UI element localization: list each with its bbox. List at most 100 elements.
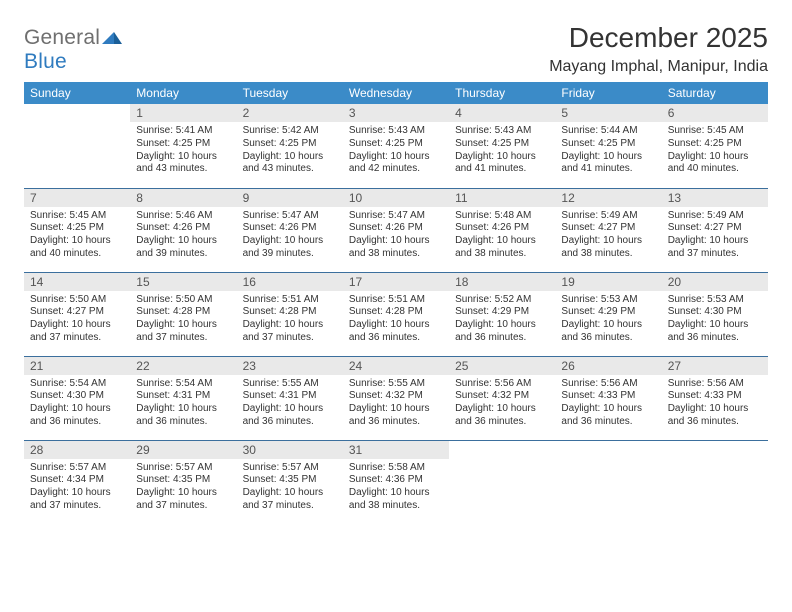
sunset-text: Sunset: 4:33 PM <box>561 390 655 403</box>
day-number: 30 <box>237 441 343 459</box>
calendar-day-cell: 17Sunrise: 5:51 AMSunset: 4:28 PMDayligh… <box>343 272 449 356</box>
logo-text-general: General <box>24 26 100 49</box>
sunrise-text: Sunrise: 5:51 AM <box>349 294 443 307</box>
daylight-text: Daylight: 10 hours and 41 minutes. <box>455 151 549 177</box>
day-number: 21 <box>24 357 130 375</box>
sunset-text: Sunset: 4:26 PM <box>455 222 549 235</box>
sunrise-text: Sunrise: 5:57 AM <box>30 462 124 475</box>
calendar-day-cell: 26Sunrise: 5:56 AMSunset: 4:33 PMDayligh… <box>555 356 661 440</box>
calendar-day-cell: 27Sunrise: 5:56 AMSunset: 4:33 PMDayligh… <box>662 356 768 440</box>
day-number: 4 <box>449 104 555 122</box>
calendar-week-row: 14Sunrise: 5:50 AMSunset: 4:27 PMDayligh… <box>24 272 768 356</box>
calendar-day-cell: 12Sunrise: 5:49 AMSunset: 4:27 PMDayligh… <box>555 188 661 272</box>
calendar-day-cell: 14Sunrise: 5:50 AMSunset: 4:27 PMDayligh… <box>24 272 130 356</box>
day-details: Sunrise: 5:56 AMSunset: 4:33 PMDaylight:… <box>555 375 661 433</box>
sunrise-text: Sunrise: 5:54 AM <box>30 378 124 391</box>
calendar-day-cell: 30Sunrise: 5:57 AMSunset: 4:35 PMDayligh… <box>237 440 343 524</box>
day-details: Sunrise: 5:41 AMSunset: 4:25 PMDaylight:… <box>130 122 236 180</box>
calendar-day-cell: 23Sunrise: 5:55 AMSunset: 4:31 PMDayligh… <box>237 356 343 440</box>
day-details: Sunrise: 5:53 AMSunset: 4:29 PMDaylight:… <box>555 291 661 349</box>
day-details: Sunrise: 5:49 AMSunset: 4:27 PMDaylight:… <box>662 207 768 265</box>
daylight-text: Daylight: 10 hours and 38 minutes. <box>561 235 655 261</box>
daylight-text: Daylight: 10 hours and 37 minutes. <box>243 487 337 513</box>
calendar-day-cell: 18Sunrise: 5:52 AMSunset: 4:29 PMDayligh… <box>449 272 555 356</box>
title-block: December 2025 Mayang Imphal, Manipur, In… <box>549 22 768 76</box>
day-details: Sunrise: 5:56 AMSunset: 4:33 PMDaylight:… <box>662 375 768 433</box>
calendar-day-cell: 16Sunrise: 5:51 AMSunset: 4:28 PMDayligh… <box>237 272 343 356</box>
sunrise-text: Sunrise: 5:53 AM <box>668 294 762 307</box>
calendar-day-cell: 24Sunrise: 5:55 AMSunset: 4:32 PMDayligh… <box>343 356 449 440</box>
weekday-header: Monday <box>130 82 236 104</box>
daylight-text: Daylight: 10 hours and 36 minutes. <box>30 403 124 429</box>
day-number: 14 <box>24 273 130 291</box>
calendar-week-row: 7Sunrise: 5:45 AMSunset: 4:25 PMDaylight… <box>24 188 768 272</box>
calendar-day-cell: 10Sunrise: 5:47 AMSunset: 4:26 PMDayligh… <box>343 188 449 272</box>
weekday-header: Sunday <box>24 82 130 104</box>
logo-text-blue: Blue <box>24 50 67 73</box>
day-details: Sunrise: 5:55 AMSunset: 4:32 PMDaylight:… <box>343 375 449 433</box>
day-details: Sunrise: 5:53 AMSunset: 4:30 PMDaylight:… <box>662 291 768 349</box>
header: General Blue December 2025 Mayang Imphal… <box>24 22 768 76</box>
sunrise-text: Sunrise: 5:55 AM <box>349 378 443 391</box>
day-number: 28 <box>24 441 130 459</box>
calendar-day-cell: . <box>24 104 130 188</box>
day-number: 31 <box>343 441 449 459</box>
sunset-text: Sunset: 4:31 PM <box>136 390 230 403</box>
calendar-day-cell: 31Sunrise: 5:58 AMSunset: 4:36 PMDayligh… <box>343 440 449 524</box>
calendar-day-cell: 4Sunrise: 5:43 AMSunset: 4:25 PMDaylight… <box>449 104 555 188</box>
calendar-day-cell: 8Sunrise: 5:46 AMSunset: 4:26 PMDaylight… <box>130 188 236 272</box>
day-number: 22 <box>130 357 236 375</box>
daylight-text: Daylight: 10 hours and 37 minutes. <box>136 319 230 345</box>
day-details: Sunrise: 5:44 AMSunset: 4:25 PMDaylight:… <box>555 122 661 180</box>
day-number: 3 <box>343 104 449 122</box>
calendar-day-cell: 1Sunrise: 5:41 AMSunset: 4:25 PMDaylight… <box>130 104 236 188</box>
calendar-day-cell: 9Sunrise: 5:47 AMSunset: 4:26 PMDaylight… <box>237 188 343 272</box>
day-number: 17 <box>343 273 449 291</box>
day-details: Sunrise: 5:55 AMSunset: 4:31 PMDaylight:… <box>237 375 343 433</box>
day-number: 1 <box>130 104 236 122</box>
calendar-day-cell: 11Sunrise: 5:48 AMSunset: 4:26 PMDayligh… <box>449 188 555 272</box>
day-details: Sunrise: 5:57 AMSunset: 4:34 PMDaylight:… <box>24 459 130 517</box>
day-number: 26 <box>555 357 661 375</box>
sunrise-text: Sunrise: 5:44 AM <box>561 125 655 138</box>
sunrise-text: Sunrise: 5:56 AM <box>668 378 762 391</box>
sunset-text: Sunset: 4:25 PM <box>30 222 124 235</box>
sunrise-text: Sunrise: 5:47 AM <box>243 210 337 223</box>
day-number: 9 <box>237 189 343 207</box>
calendar-day-cell: 22Sunrise: 5:54 AMSunset: 4:31 PMDayligh… <box>130 356 236 440</box>
day-details: Sunrise: 5:57 AMSunset: 4:35 PMDaylight:… <box>237 459 343 517</box>
day-number: 6 <box>662 104 768 122</box>
day-details: Sunrise: 5:43 AMSunset: 4:25 PMDaylight:… <box>343 122 449 180</box>
day-details: Sunrise: 5:51 AMSunset: 4:28 PMDaylight:… <box>343 291 449 349</box>
day-details: Sunrise: 5:49 AMSunset: 4:27 PMDaylight:… <box>555 207 661 265</box>
location: Mayang Imphal, Manipur, India <box>549 58 768 76</box>
sunset-text: Sunset: 4:27 PM <box>668 222 762 235</box>
sunset-text: Sunset: 4:35 PM <box>243 474 337 487</box>
day-details: Sunrise: 5:51 AMSunset: 4:28 PMDaylight:… <box>237 291 343 349</box>
weekday-header: Friday <box>555 82 661 104</box>
sunrise-text: Sunrise: 5:53 AM <box>561 294 655 307</box>
sunrise-text: Sunrise: 5:55 AM <box>243 378 337 391</box>
day-number: 7 <box>24 189 130 207</box>
calendar-day-cell: . <box>555 440 661 524</box>
daylight-text: Daylight: 10 hours and 36 minutes. <box>561 319 655 345</box>
weekday-header: Wednesday <box>343 82 449 104</box>
sunrise-text: Sunrise: 5:56 AM <box>561 378 655 391</box>
sunrise-text: Sunrise: 5:43 AM <box>349 125 443 138</box>
day-number: 16 <box>237 273 343 291</box>
calendar-table: Sunday Monday Tuesday Wednesday Thursday… <box>24 82 768 524</box>
weekday-header-row: Sunday Monday Tuesday Wednesday Thursday… <box>24 82 768 104</box>
sunrise-text: Sunrise: 5:45 AM <box>668 125 762 138</box>
day-number: 5 <box>555 104 661 122</box>
daylight-text: Daylight: 10 hours and 39 minutes. <box>136 235 230 261</box>
calendar-day-cell: 21Sunrise: 5:54 AMSunset: 4:30 PMDayligh… <box>24 356 130 440</box>
sunset-text: Sunset: 4:25 PM <box>668 138 762 151</box>
daylight-text: Daylight: 10 hours and 37 minutes. <box>136 487 230 513</box>
calendar-week-row: .1Sunrise: 5:41 AMSunset: 4:25 PMDayligh… <box>24 104 768 188</box>
day-details: Sunrise: 5:56 AMSunset: 4:32 PMDaylight:… <box>449 375 555 433</box>
day-details: Sunrise: 5:52 AMSunset: 4:29 PMDaylight:… <box>449 291 555 349</box>
daylight-text: Daylight: 10 hours and 42 minutes. <box>349 151 443 177</box>
calendar-day-cell: . <box>449 440 555 524</box>
day-number: 15 <box>130 273 236 291</box>
daylight-text: Daylight: 10 hours and 37 minutes. <box>243 319 337 345</box>
